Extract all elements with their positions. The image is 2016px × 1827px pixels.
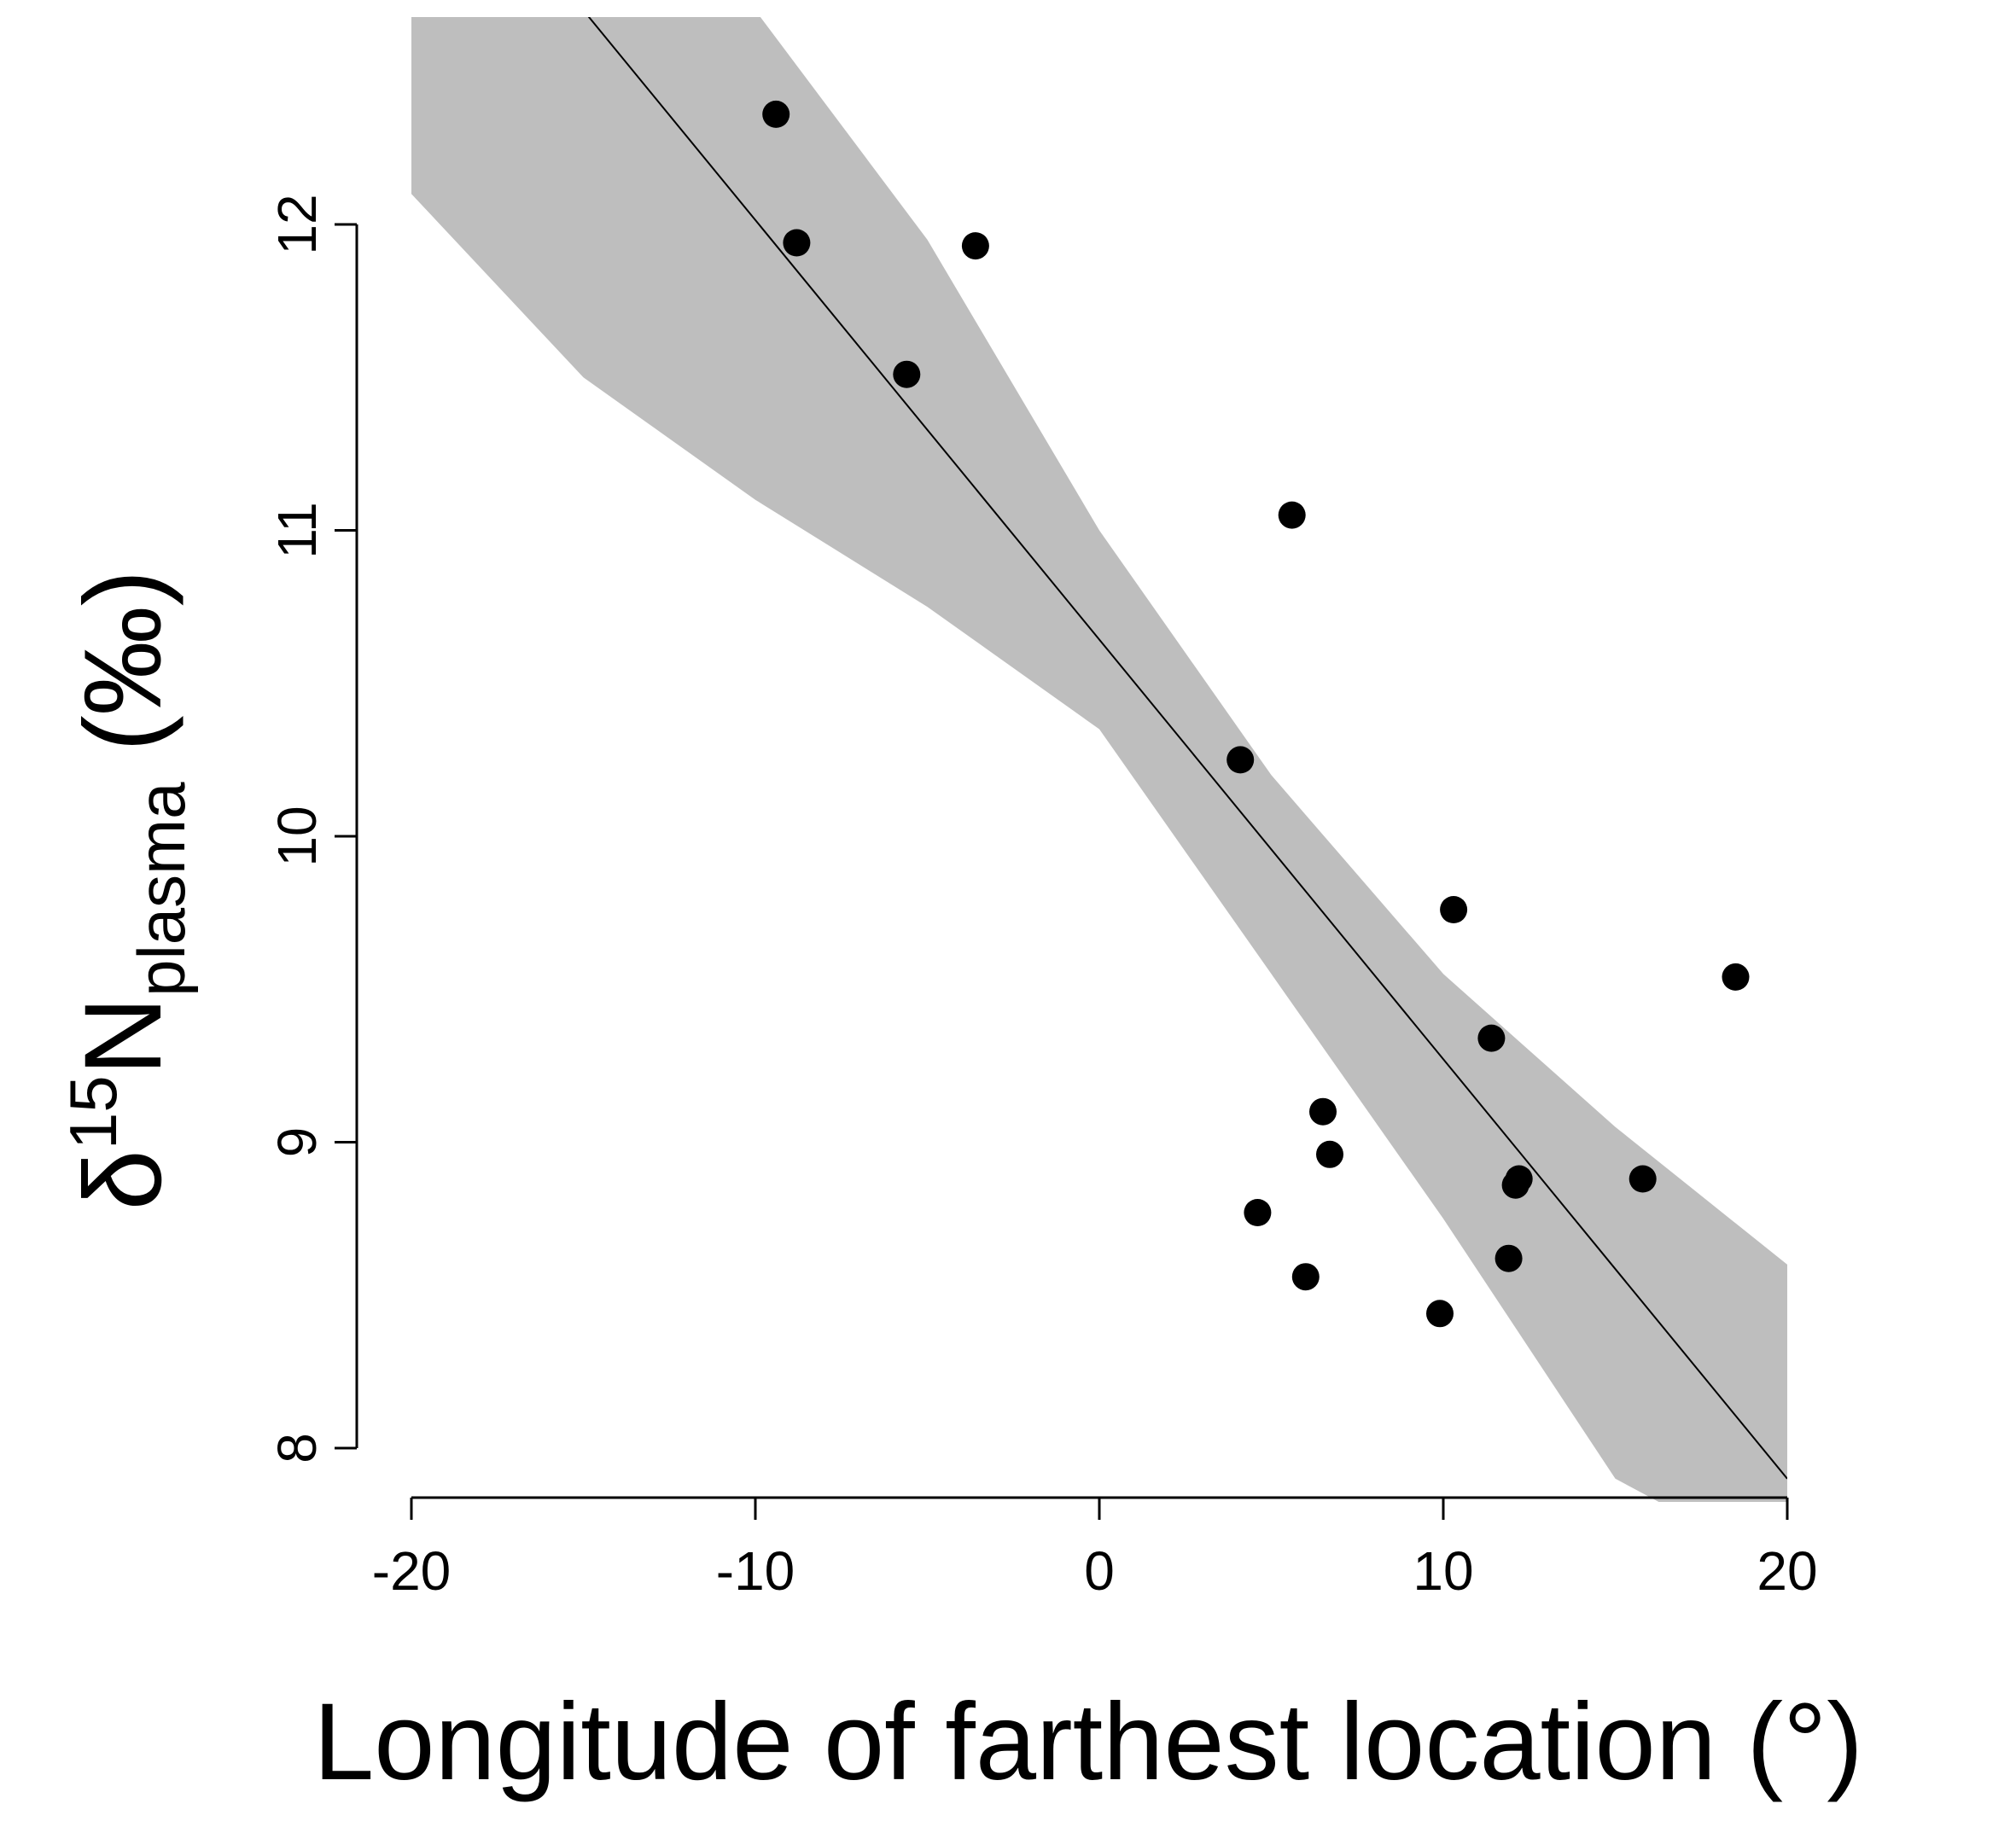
y-axis-title-superscript: 15 xyxy=(55,1075,131,1149)
data-point xyxy=(783,229,811,257)
x-tick-label: 10 xyxy=(1413,1540,1473,1602)
y-axis-title: δ15Nplasma (‰) xyxy=(55,570,199,1211)
regression-line xyxy=(587,17,1787,1480)
data-point xyxy=(1244,1199,1272,1226)
confidence-band xyxy=(411,17,1787,1502)
data-point xyxy=(1495,1244,1523,1272)
x-tick-label: 0 xyxy=(1084,1540,1115,1602)
data-point xyxy=(1291,1263,1320,1291)
data-point xyxy=(1440,896,1468,923)
confidence-band-layer xyxy=(411,17,1787,1502)
data-point xyxy=(762,100,790,128)
data-point xyxy=(1309,1097,1337,1126)
data-point xyxy=(1226,746,1255,774)
data-point xyxy=(1316,1140,1343,1168)
y-axis-title-suffix: (‰) xyxy=(62,570,184,783)
y-tick-label: 9 xyxy=(266,1127,328,1158)
data-point xyxy=(1722,963,1750,991)
y-axis-title-main: N xyxy=(62,997,184,1075)
y-axis-title-subscript: plasma xyxy=(124,782,199,997)
data-points-layer xyxy=(762,100,1750,1328)
x-tick-label: -20 xyxy=(372,1540,452,1602)
y-tick-label: 12 xyxy=(266,194,328,254)
data-point xyxy=(1505,1165,1533,1193)
data-point xyxy=(1477,1024,1506,1052)
x-axis-title: Longitude of farthest location (°) xyxy=(313,1681,1863,1803)
x-tick-label: -10 xyxy=(716,1540,795,1602)
data-point xyxy=(1629,1165,1657,1193)
x-tick-label: 20 xyxy=(1757,1540,1817,1602)
y-tick-label: 8 xyxy=(266,1433,328,1463)
data-point xyxy=(961,232,989,260)
data-point xyxy=(1426,1300,1454,1328)
fit-line-layer xyxy=(587,17,1787,1480)
y-axis-title-prefix: δ xyxy=(62,1149,184,1210)
data-point xyxy=(1278,501,1306,529)
axes-layer: -20 -10 0 10 20 8 9 10 11 12 xyxy=(266,194,1818,1602)
y-tick-label: 11 xyxy=(266,502,328,558)
y-tick-label: 10 xyxy=(266,806,328,866)
data-point xyxy=(893,360,921,388)
